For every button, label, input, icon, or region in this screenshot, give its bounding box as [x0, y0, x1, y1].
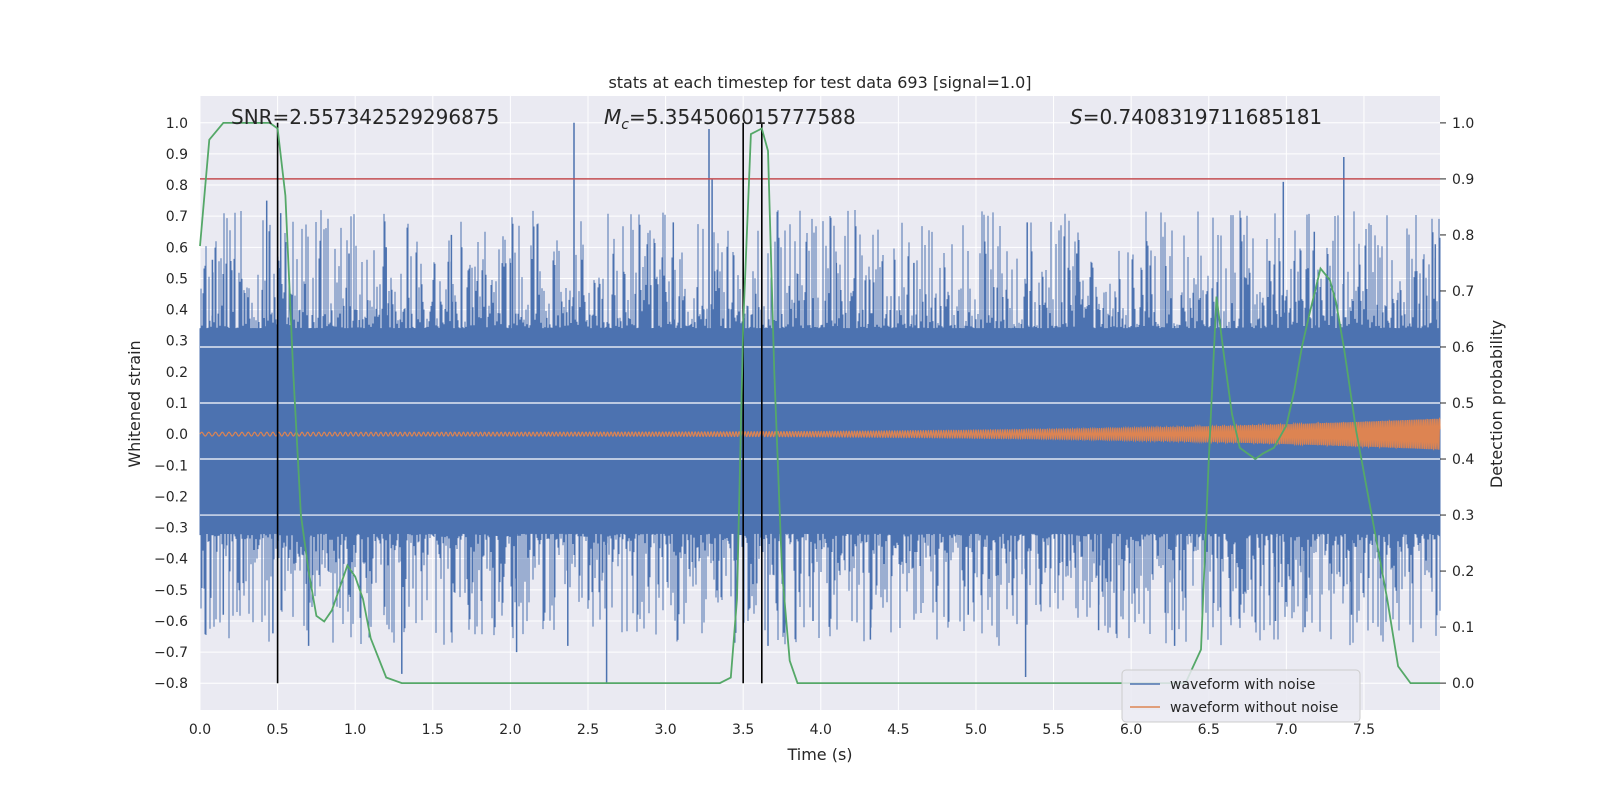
y-tick-label-0: −0.8: [154, 676, 188, 692]
x-tick-label-6: 3.0: [654, 722, 676, 738]
x-tick-label-10: 5.0: [965, 722, 987, 738]
x-tick-label-7: 3.5: [732, 722, 754, 738]
legend-entry-clean: waveform without noise: [1170, 700, 1338, 716]
y-tick-label-6: −0.2: [154, 489, 188, 505]
mc-symbol: M: [604, 105, 621, 129]
y-tick-label-10: 0.2: [166, 365, 188, 381]
y-axis-label: Whitened strain: [125, 340, 144, 467]
y-tick-label-12: 0.4: [166, 303, 188, 319]
x-tick-label-12: 6.0: [1120, 722, 1142, 738]
right-tick-label-2: 0.2: [1452, 564, 1474, 580]
s-value: =0.7408319711685181: [1083, 105, 1322, 129]
mc-value: =5.354506015777588: [629, 105, 856, 129]
legend-entry-noise: waveform with noise: [1170, 677, 1315, 693]
x-tick-label-0: 0.0: [189, 722, 211, 738]
mc-annotation: Mc=5.354506015777588: [604, 105, 856, 133]
y-tick-label-1: −0.7: [154, 645, 188, 661]
white-horizontal-lines: [200, 346, 1440, 516]
x-tick-label-1: 0.5: [266, 722, 288, 738]
x-tick-label-11: 5.5: [1042, 722, 1064, 738]
clean-waveform-line: [199, 416, 1441, 451]
right-tick-label-5: 0.5: [1452, 396, 1474, 412]
y-tick-label-5: −0.3: [154, 521, 188, 537]
right-tick-label-4: 0.4: [1452, 452, 1474, 468]
legend-box: [1121, 669, 1361, 723]
right-tick-label-10: 1.0: [1452, 116, 1474, 132]
s-annotation: S=0.7408319711685181: [1070, 105, 1322, 129]
right-tick-label-7: 0.7: [1452, 284, 1474, 300]
y-tick-label-14: 0.6: [166, 240, 188, 256]
y-tick-label-18: 1.0: [166, 116, 188, 132]
x-tick-label-3: 1.5: [422, 722, 444, 738]
y-tick-label-3: −0.5: [154, 583, 188, 599]
x-tick-label-9: 4.5: [887, 722, 909, 738]
axis-ticks: 0.0 0.5 1.0 1.5 2.0 2.5 3.0 3.5 4.0 4.5 5.0 5.5 6.0 6…: [154, 116, 1474, 738]
detection-probability-line: [199, 122, 1440, 684]
y-tick-label-2: −0.6: [154, 614, 188, 630]
x-tick-label-2: 1.0: [344, 722, 366, 738]
right-tick-label-1: 0.1: [1452, 620, 1474, 636]
x-tick-label-15: 7.5: [1353, 722, 1375, 738]
chart-title: stats at each timestep for test data 693…: [608, 73, 1031, 92]
s-symbol: S: [1070, 105, 1083, 129]
right-tick-label-8: 0.8: [1452, 228, 1474, 244]
x-tick-label-13: 6.5: [1198, 722, 1220, 738]
right-tick-label-0: 0.0: [1452, 676, 1474, 692]
y-tick-label-17: 0.9: [166, 147, 188, 163]
y-tick-label-7: −0.1: [154, 458, 188, 474]
noise-extremes: [211, 122, 1437, 684]
y-tick-label-11: 0.3: [166, 334, 188, 350]
right-tick-label-9: 0.9: [1452, 172, 1474, 188]
vertical-markers: [276, 122, 763, 684]
mc-subscript: c: [621, 117, 629, 133]
y-tick-label-16: 0.8: [166, 178, 188, 194]
right-tick-label-3: 0.3: [1452, 508, 1474, 524]
right-tick-label-6: 0.6: [1452, 340, 1474, 356]
x-axis-label: Time (s): [786, 745, 852, 764]
y-axis-label-right: Detection probability: [1487, 320, 1506, 488]
x-tick-label-8: 4.0: [810, 722, 832, 738]
snr-annotation: SNR=2.557342529296875: [231, 105, 499, 129]
y-tick-label-9: 0.1: [166, 396, 188, 412]
series-waveform-without-noise: [199, 416, 1441, 451]
y-tick-label-15: 0.7: [166, 209, 188, 225]
x-tick-label-5: 2.5: [577, 722, 599, 738]
series-detection-probability: [199, 122, 1440, 684]
x-tick-label-4: 2.0: [499, 722, 521, 738]
legend: waveform with noise waveform without noi…: [1121, 669, 1361, 723]
y-tick-label-4: −0.4: [154, 552, 188, 568]
y-tick-label-13: 0.5: [166, 271, 188, 287]
x-tick-label-14: 7.0: [1275, 722, 1297, 738]
y-tick-label-8: 0.0: [166, 427, 188, 443]
